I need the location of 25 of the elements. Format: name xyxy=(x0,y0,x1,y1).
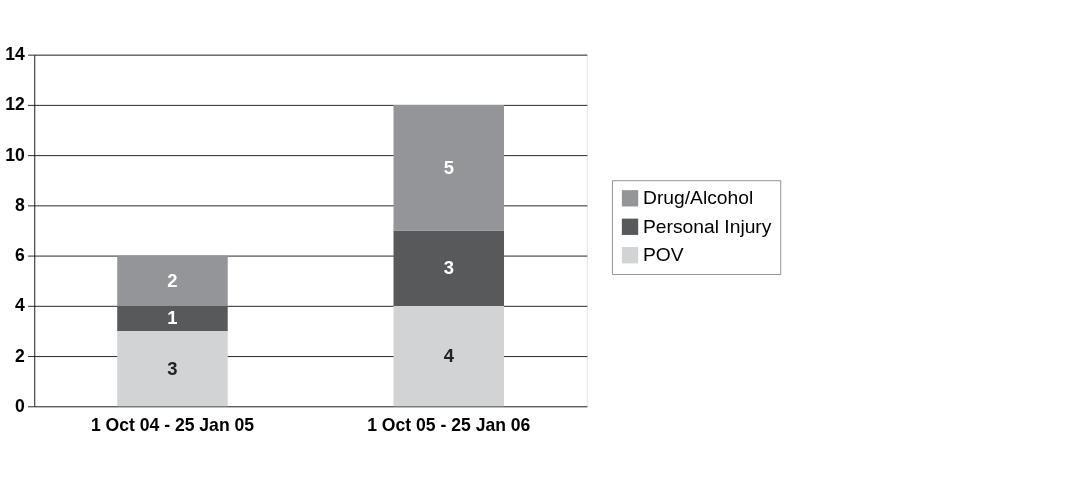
bar xyxy=(117,331,228,407)
legend-label: Personal Injury xyxy=(643,215,772,237)
bar xyxy=(117,305,228,332)
data-label: 2 xyxy=(167,269,178,291)
y-tick-label: 4 xyxy=(14,295,25,316)
x-tick-label: 1 Oct 04 - 25 Jan 05 xyxy=(90,415,255,436)
data-label: 5 xyxy=(443,156,454,178)
legend-label: Drug/Alcohol xyxy=(643,187,754,209)
data-label: 3 xyxy=(167,357,178,379)
y-tick-label: 12 xyxy=(5,94,25,115)
bar xyxy=(393,104,505,231)
legend-label: POV xyxy=(643,244,684,266)
bar xyxy=(117,255,228,306)
y-tick-label: 6 xyxy=(14,245,25,266)
y-tick-label: 0 xyxy=(14,395,25,416)
data-label: 3 xyxy=(443,257,454,279)
y-tick-label: 10 xyxy=(5,144,25,165)
bar xyxy=(393,305,505,407)
data-label: 1 xyxy=(167,307,178,329)
y-tick-label: 2 xyxy=(14,345,25,366)
x-tick-label: 1 Oct 05 - 25 Jan 06 xyxy=(367,415,531,436)
y-tick-label: 8 xyxy=(14,194,25,215)
data-label: 4 xyxy=(443,344,455,366)
y-tick-label: 14 xyxy=(5,44,25,65)
bar xyxy=(393,230,505,306)
